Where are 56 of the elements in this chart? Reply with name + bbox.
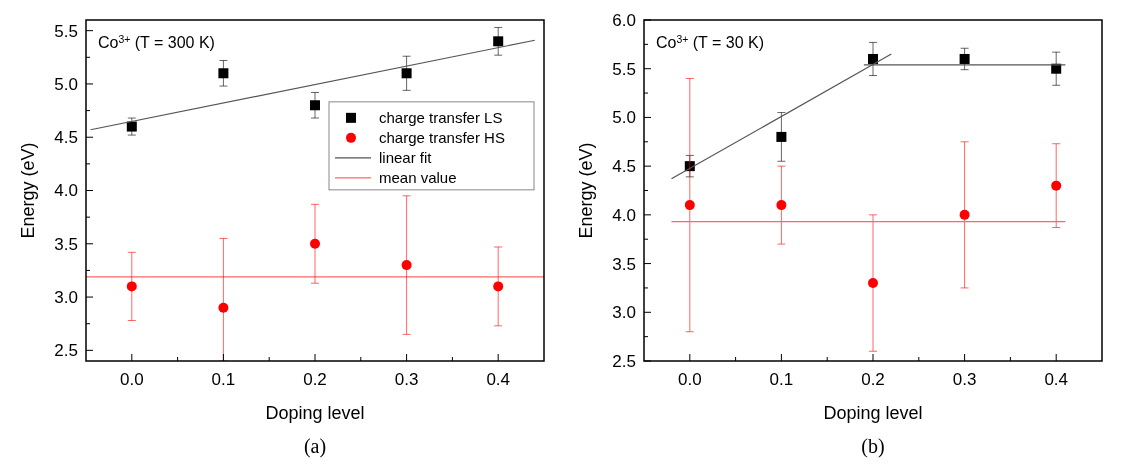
point [868,278,878,289]
y-tick-label: 3.5 [612,254,636,274]
y-tick-label: 5.5 [612,59,636,79]
y-tick-label: 3.5 [54,234,78,254]
y-tick-label: 6.0 [612,10,636,30]
point [959,209,970,220]
annotation: Co$^{3+}$ (T = 30 K) [656,33,765,51]
y-axis-title: Energy (eV) [18,142,38,239]
x-tick-label: 0.4 [1044,370,1069,389]
annotation: Co$^{3+}$ (T = 300 K) [98,33,215,51]
y-tick-label: 4.5 [612,157,636,177]
x-tick-label: 0.2 [303,370,327,389]
point [868,53,878,64]
x-tick-label: 0.3 [952,370,977,389]
point [684,200,695,211]
point [776,200,787,211]
x-tick-label: 0.1 [769,370,794,389]
x-tick-label: 0.0 [677,370,702,389]
legend-label: mean value [379,169,457,187]
y-tick-label: 2.5 [54,341,78,361]
y-tick-label: 5.0 [54,74,78,94]
legend-label: linear fit [379,149,433,167]
y-tick-label: 3.0 [54,288,78,308]
point [401,260,412,271]
x-tick-label: 0.3 [394,370,419,389]
y-tick-label: 4.5 [54,128,78,148]
x-tick-label: 0.1 [211,370,236,389]
point [1051,63,1062,74]
point [1051,180,1062,191]
point [218,68,229,79]
point [310,100,320,111]
point [493,36,504,47]
point [493,281,504,292]
point [776,131,787,142]
x-tick-label: 0.2 [861,370,885,389]
y-axis-title: Energy (eV) [576,142,596,239]
text: (b) [861,435,885,458]
point [310,238,320,249]
y-tick-label: 2.5 [612,351,636,371]
legend-label: charge transfer HS [379,129,505,147]
y-tick-label: 5.5 [54,21,78,41]
point [959,53,970,64]
point [126,121,137,132]
y-tick-label: 4.0 [54,181,78,201]
x-axis-title: Doping level [265,403,365,423]
y-tick-label: 3.0 [612,303,636,323]
point [401,68,412,79]
x-axis-title: Doping level [823,403,923,423]
y-tick-label: 5.0 [612,108,636,128]
point [126,281,137,292]
text: (a) [303,435,327,458]
x-tick-label: 0.4 [486,370,511,389]
point [218,302,229,313]
legend-label: charge transfer LS [379,109,503,127]
y-tick-label: 4.0 [612,205,636,225]
x-tick-label: 0.0 [119,370,144,389]
